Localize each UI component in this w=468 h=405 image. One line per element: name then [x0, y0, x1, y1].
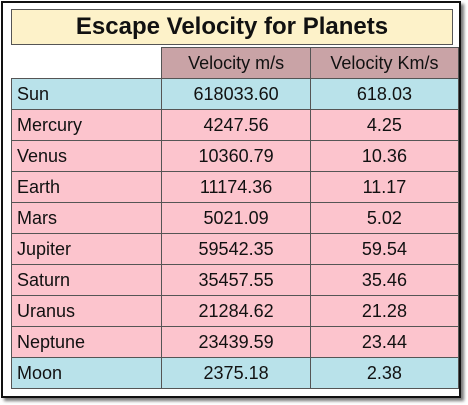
body-cell: 618.03: [309, 78, 460, 110]
body-name: Sun: [10, 78, 163, 110]
body-name: Mercury: [10, 109, 163, 141]
body-name: Mars: [10, 202, 163, 234]
body-cell: 21.28: [309, 295, 460, 327]
header-cell: Velocity m/s: [161, 47, 311, 79]
body-cell: 5.02: [309, 202, 460, 234]
row: Saturn 35457.55 35.46: [10, 264, 460, 296]
body-cell: 11.17: [309, 171, 460, 203]
header-row: Velocity m/s Velocity Km/s: [10, 47, 460, 79]
row: Venus 10360.79 10.36: [10, 140, 460, 172]
body-cell: 35.46: [309, 264, 460, 296]
body-name: Jupiter: [10, 233, 163, 265]
body-name: Saturn: [10, 264, 163, 296]
body-cell: 4247.56: [161, 109, 311, 141]
row: Earth 11174.36 11.17: [10, 171, 460, 203]
body-cell: 35457.55: [161, 264, 311, 296]
row: Sun 618033.60 618.03: [10, 78, 460, 110]
body-cell: 618033.60: [161, 78, 311, 110]
body-name: Venus: [10, 140, 163, 172]
body-cell: 23439.59: [161, 326, 311, 358]
body-cell: 4.25: [309, 109, 460, 141]
row: Neptune 23439.59 23.44: [10, 326, 460, 358]
blank-cell: [10, 47, 163, 79]
row: Moon 2375.18 2.38: [10, 357, 460, 389]
row: Mars 5021.09 5.02: [10, 202, 460, 234]
body-cell: 2.38: [309, 357, 460, 389]
body-cell: 10360.79: [161, 140, 311, 172]
body-cell: 59.54: [309, 233, 460, 265]
body-cell: 21284.62: [161, 295, 311, 327]
body-cell: 11174.36: [161, 171, 311, 203]
body-cell: 23.44: [309, 326, 460, 358]
body-name: Moon: [10, 357, 163, 389]
row: Uranus 21284.62 21.28: [10, 295, 460, 327]
row: Mercury 4247.56 4.25: [10, 109, 460, 141]
header-cell: Velocity Km/s: [309, 47, 460, 79]
row: Jupiter 59542.35 59.54: [10, 233, 460, 265]
body-name: Neptune: [10, 326, 163, 358]
table: Velocity m/s Velocity Km/s Sun 618033.60 618…: [10, 47, 460, 389]
body-cell: 10.36: [309, 140, 460, 172]
body-cell: 59542.35: [161, 233, 311, 265]
frame: Escape Velocity for Planets Velocity m/s…: [1, 1, 461, 398]
title: Escape Velocity for Planets: [11, 9, 453, 45]
body-name: Earth: [10, 171, 163, 203]
body-name: Uranus: [10, 295, 163, 327]
body-cell: 2375.18: [161, 357, 311, 389]
body-cell: 5021.09: [161, 202, 311, 234]
